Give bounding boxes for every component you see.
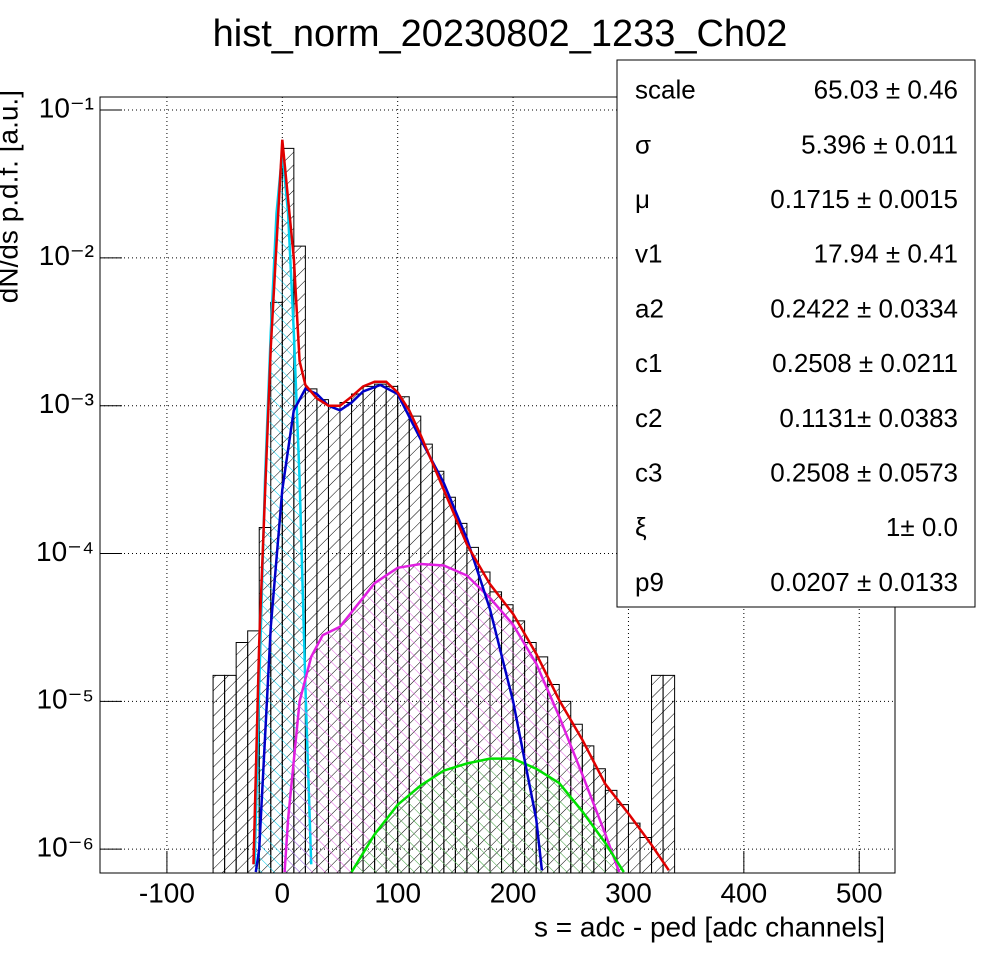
stat-name: c1 xyxy=(635,348,662,378)
stat-name: c3 xyxy=(635,458,662,488)
stat-value: 0.1715 ± 0.0015 xyxy=(770,184,958,214)
histogram-bin xyxy=(616,804,629,873)
stat-name: v1 xyxy=(635,239,662,269)
y-tick-label: 10⁻² xyxy=(39,240,94,271)
stat-value: 0.2508 ± 0.0573 xyxy=(770,458,958,488)
stat-value: 0.2508 ± 0.0211 xyxy=(772,348,958,378)
x-axis-label: s = adc - ped [adc channels] xyxy=(534,911,885,942)
x-tick-label: 100 xyxy=(374,877,421,908)
x-tick-label: 200 xyxy=(490,877,537,908)
stat-name: a2 xyxy=(635,293,664,323)
plot-area xyxy=(100,97,895,873)
y-tick-label: 10⁻³ xyxy=(39,388,94,419)
fit-curve xyxy=(254,383,544,873)
stats-frame xyxy=(616,59,976,608)
y-tick-label: 10⁻⁵ xyxy=(36,684,94,715)
histogram-bin xyxy=(235,642,249,873)
fit-curve xyxy=(283,562,621,873)
x-tick-label: -100 xyxy=(139,877,195,908)
stat-value: 5.396 ± 0.011 xyxy=(801,129,958,159)
curve-area xyxy=(254,152,312,873)
x-tick-label: 300 xyxy=(605,877,652,908)
histogram-bin xyxy=(651,674,664,873)
y-tick-label: 10⁻¹ xyxy=(39,92,94,123)
x-tick-label: 400 xyxy=(720,877,767,908)
stat-name: p9 xyxy=(635,567,664,597)
stat-name: μ xyxy=(635,184,650,214)
stat-value: 0.1131± 0.0383 xyxy=(779,403,958,433)
stat-value: 0.0207 ± 0.0133 xyxy=(770,567,958,597)
histogram-bin xyxy=(627,822,641,873)
stat-name: σ xyxy=(635,129,651,159)
histogram-bin xyxy=(662,674,676,873)
y-tick-label: 10⁻⁶ xyxy=(37,832,94,863)
x-tick-label: 0 xyxy=(275,877,291,908)
stat-name: ξ xyxy=(635,512,647,542)
fit-curve xyxy=(350,757,625,873)
chart-title: hist_norm_20230802_1233_Ch02 xyxy=(213,13,788,55)
histogram-bin xyxy=(212,674,226,873)
fit-curve xyxy=(252,139,670,872)
stats-box: scale 65.03 ± 0.46 σ 5.396 ± 0.011 μ 0.1715 ±… xyxy=(616,59,976,608)
histogram-bin xyxy=(224,674,237,873)
stat-value: 1± 0.0 xyxy=(886,512,958,542)
stat-value: 17.94 ± 0.41 xyxy=(814,239,958,269)
stat-name: c2 xyxy=(635,403,662,433)
stat-value: 65.03 ± 0.46 xyxy=(814,75,958,105)
stat-name: scale xyxy=(635,75,696,105)
y-tick-label: 10⁻⁴ xyxy=(36,536,94,567)
y-axis-label: dN/ds p.d.f. [a.u.] xyxy=(0,90,23,303)
x-tick-label: 500 xyxy=(836,877,883,908)
stat-value: 0.2422 ± 0.0334 xyxy=(770,293,958,323)
